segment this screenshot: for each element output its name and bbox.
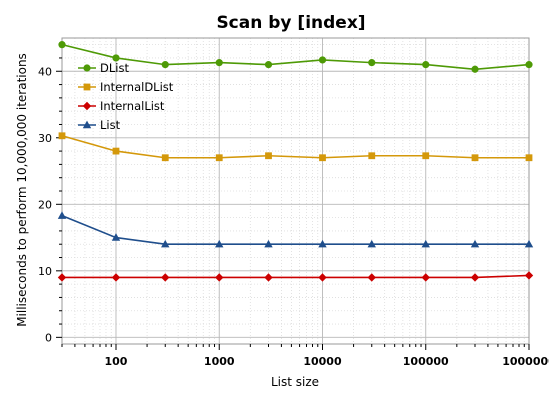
legend-label: List bbox=[100, 118, 121, 132]
legend-item-internaldlist: InternalDList bbox=[78, 80, 174, 94]
y-tick-label: 10 bbox=[38, 265, 52, 278]
data-point-internaldlist bbox=[471, 154, 479, 162]
series-line-list bbox=[61, 214, 529, 246]
x-tick-label: 100000 bbox=[403, 355, 449, 368]
legend-swatch-marker bbox=[82, 120, 92, 129]
x-axis-label: List size bbox=[271, 375, 319, 389]
legend-item-dlist: DList bbox=[78, 61, 129, 75]
series-layer bbox=[57, 41, 534, 282]
legend: DList InternalDList InternalList List bbox=[78, 61, 174, 132]
data-point-internallist bbox=[367, 273, 376, 282]
data-point-list bbox=[524, 239, 534, 248]
data-point-internallist bbox=[161, 273, 170, 282]
data-point-dlist bbox=[161, 61, 169, 69]
series-list bbox=[57, 211, 534, 248]
y-tick-label: 20 bbox=[38, 198, 52, 211]
legend-item-list: List bbox=[78, 118, 121, 132]
x-tick-label: 1000 bbox=[204, 355, 235, 368]
chart-title: Scan by [index] bbox=[216, 13, 365, 33]
data-point-dlist bbox=[215, 59, 223, 67]
data-point-internallist bbox=[111, 273, 121, 282]
data-point-internaldlist bbox=[265, 152, 272, 160]
data-point-internaldlist bbox=[422, 152, 430, 160]
data-point-internaldlist bbox=[319, 154, 326, 162]
data-point-internallist bbox=[318, 273, 327, 282]
data-point-list bbox=[215, 239, 224, 248]
data-point-dlist bbox=[112, 54, 120, 62]
data-point-internallist bbox=[264, 273, 273, 282]
data-point-internaldlist bbox=[215, 154, 223, 162]
data-point-internallist bbox=[421, 273, 430, 282]
data-point-internallist bbox=[215, 273, 224, 282]
series-internaldlist bbox=[58, 132, 533, 162]
data-point-list bbox=[470, 239, 480, 248]
series-internallist bbox=[57, 271, 534, 282]
data-point-dlist bbox=[471, 65, 479, 73]
data-point-internallist bbox=[524, 271, 534, 280]
data-point-dlist bbox=[58, 41, 66, 49]
data-point-dlist bbox=[264, 61, 273, 69]
data-point-internallist bbox=[470, 273, 480, 282]
data-point-list bbox=[367, 239, 376, 248]
y-tick-label: 0 bbox=[45, 331, 52, 344]
series-line-internallist bbox=[62, 274, 530, 279]
data-point-list bbox=[111, 233, 121, 241]
data-point-internaldlist bbox=[161, 154, 169, 162]
legend-label: InternalDList bbox=[100, 80, 174, 94]
data-point-list bbox=[318, 239, 327, 248]
legend-label: InternalList bbox=[100, 99, 165, 113]
legend-item-internallist: InternalList bbox=[78, 99, 165, 113]
data-point-internallist bbox=[57, 273, 67, 282]
legend-swatch-marker bbox=[83, 64, 91, 72]
data-point-list bbox=[264, 239, 273, 248]
data-point-dlist bbox=[368, 59, 376, 67]
y-tick-label: 40 bbox=[38, 65, 52, 78]
data-point-list bbox=[421, 239, 430, 248]
data-point-list bbox=[161, 239, 170, 248]
data-point-dlist bbox=[422, 61, 430, 69]
y-tick-label: 30 bbox=[38, 132, 52, 145]
data-point-dlist bbox=[318, 56, 327, 64]
data-point-internaldlist bbox=[525, 154, 533, 162]
data-point-list bbox=[57, 211, 67, 219]
data-point-dlist bbox=[525, 61, 533, 69]
data-point-internaldlist bbox=[112, 147, 120, 155]
data-point-internaldlist bbox=[58, 132, 66, 140]
series-line-dlist bbox=[61, 43, 530, 71]
data-point-internaldlist bbox=[368, 152, 376, 160]
legend-swatch-marker bbox=[83, 83, 91, 91]
legend-label: DList bbox=[100, 61, 129, 75]
series-dlist bbox=[58, 41, 533, 73]
x-tick-label: 100 bbox=[105, 355, 128, 368]
legend-swatch-marker bbox=[82, 101, 92, 111]
plot-area bbox=[62, 38, 529, 344]
y-axis-label: Milliseconds to perform 10,000,000 itera… bbox=[15, 53, 29, 327]
x-tick-label: 10000 bbox=[303, 355, 342, 368]
series-line-internaldlist bbox=[61, 135, 529, 159]
